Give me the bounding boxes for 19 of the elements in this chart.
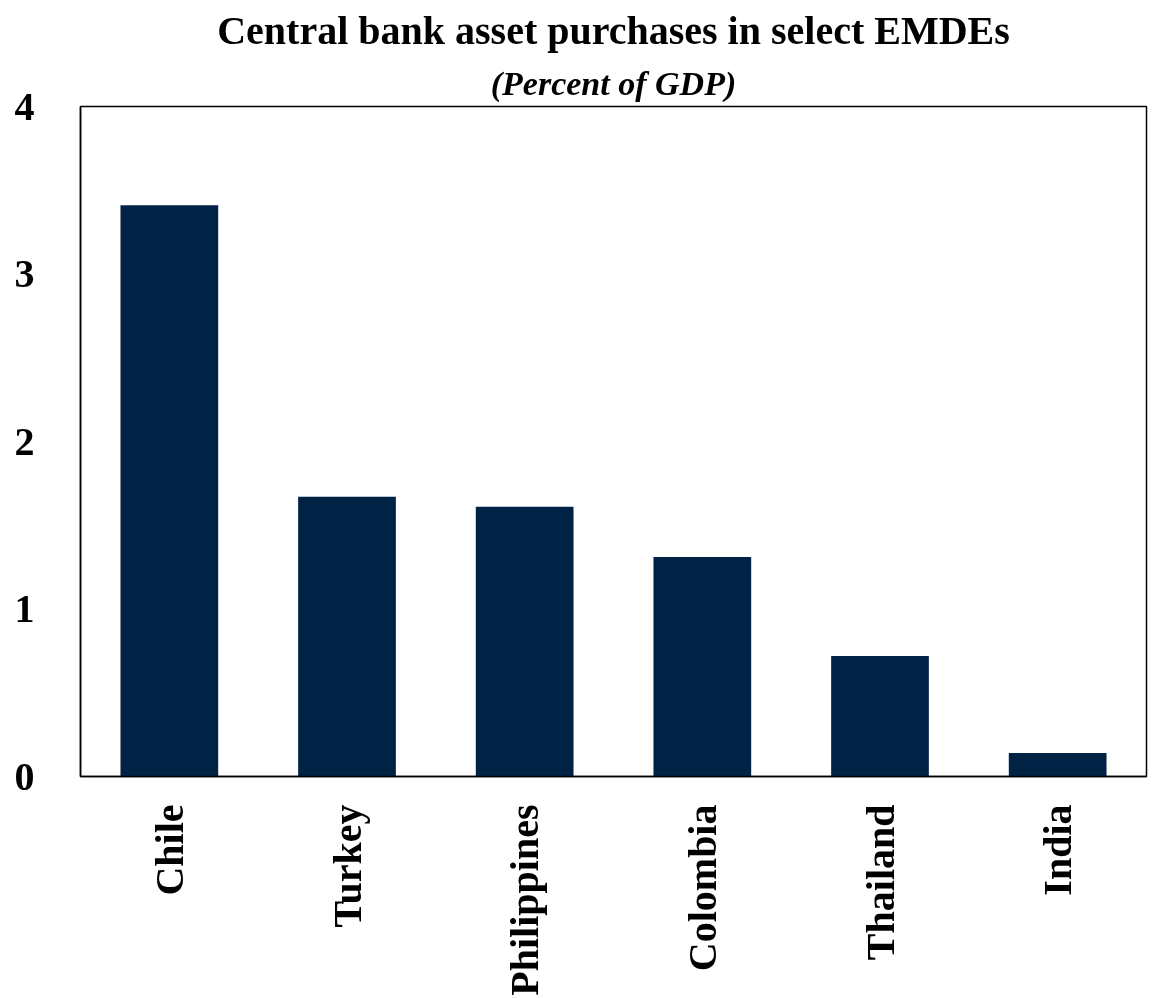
y-tick-label: 1 bbox=[14, 586, 35, 631]
y-tick-label: 2 bbox=[14, 418, 35, 464]
bar bbox=[120, 205, 219, 777]
x-tick-label: Colombia bbox=[679, 804, 725, 972]
bar bbox=[653, 557, 752, 777]
x-tick-label: India bbox=[1035, 804, 1081, 896]
chart-subtitle: (Percent of GDP) bbox=[490, 64, 737, 103]
bar bbox=[298, 496, 396, 777]
bar bbox=[831, 655, 929, 777]
y-tick-label: 3 bbox=[14, 251, 35, 296]
bar bbox=[475, 506, 574, 777]
y-tick-label: 4 bbox=[14, 83, 35, 129]
bar bbox=[1008, 753, 1107, 777]
x-tick-label: Turkey bbox=[324, 804, 370, 928]
x-tick-label: Chile bbox=[146, 804, 192, 896]
y-tick-label: 0 bbox=[14, 753, 35, 799]
chart-title: Central bank asset purchases in select EMDEs bbox=[217, 7, 1010, 53]
x-tick-label: Philippines bbox=[502, 804, 548, 996]
x-tick-label: Thailand bbox=[857, 804, 903, 961]
